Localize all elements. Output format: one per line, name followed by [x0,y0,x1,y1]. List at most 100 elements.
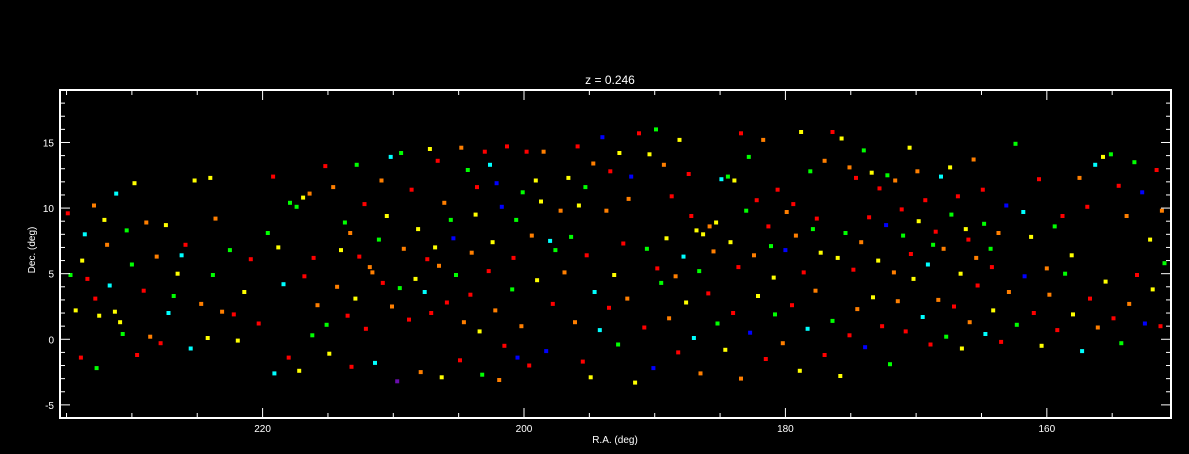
data-point [276,245,281,250]
data-point [1047,292,1052,297]
data-point [592,290,597,294]
data-point [519,324,524,329]
data-point [192,178,197,183]
data-point [494,181,499,186]
data-point [94,366,99,371]
y-tick-label: 15 [43,138,55,149]
data-point [952,304,956,309]
data-point [1080,349,1085,354]
data-point [847,333,852,338]
data-point [607,305,611,310]
data-point [808,169,813,174]
plot-frame [59,89,1172,419]
data-point [437,263,441,268]
data-point [533,178,538,183]
data-point [955,194,960,199]
data-point [539,199,543,204]
data-point [379,178,384,183]
data-point [65,211,70,216]
data-point [515,355,520,360]
data-point [949,212,954,217]
data-point [1135,273,1139,277]
data-point [966,237,971,242]
data-point [617,151,622,155]
data-point [573,320,577,325]
data-point [486,269,491,274]
data-point [931,242,936,247]
data-point [569,234,574,239]
data-point [566,175,571,180]
data-point [651,366,656,371]
data-point [1031,311,1036,315]
data-point [731,311,736,315]
data-point [349,364,354,369]
data-point [499,204,504,209]
data-point [399,151,404,155]
data-point [85,276,90,281]
data-point [199,301,204,306]
data-point [612,273,617,277]
data-point [413,276,418,281]
data-point [124,228,129,233]
data-point [514,217,519,222]
data-point [843,231,848,235]
data-point [877,186,882,191]
data-point [210,273,215,277]
data-point [227,248,232,253]
data-point [698,371,703,376]
data-point [1006,290,1011,294]
data-point [616,342,621,347]
data-point [988,246,993,251]
data-point [129,262,134,267]
data-point [728,240,733,245]
data-point [1159,208,1164,213]
data-point [801,270,806,275]
data-point [511,255,516,260]
data-point [1088,296,1092,301]
data-point [647,152,652,157]
data-point [971,157,976,162]
data-point [655,266,660,271]
data-point [746,154,751,159]
data-point [637,131,641,136]
data-point [867,215,872,220]
data-point [854,175,858,180]
data-point [923,198,928,203]
data-point [1037,177,1041,182]
data-point [958,271,963,276]
data-point [80,258,85,263]
data-point [920,315,925,319]
data-point [1071,312,1075,317]
data-point [791,202,796,207]
data-point [439,375,444,380]
data-point [686,172,691,176]
data-point [835,255,840,260]
data-point [576,203,581,208]
data-point [911,276,916,281]
y-axis-label: Dec. (deg) [27,227,38,274]
data-point [771,275,776,280]
data-point [944,334,949,339]
data-point [908,252,913,256]
data-point [286,355,291,360]
data-point [248,257,253,262]
chart-title: z = 0.246 [585,73,635,87]
data-point [1077,175,1082,180]
data-point [384,214,389,218]
data-point [1142,321,1147,326]
data-points [65,127,1167,385]
data-point [353,296,358,301]
data-point [175,271,180,276]
x-tick-label: 220 [254,424,271,435]
x-axis-label: R.A. (deg) [592,435,638,446]
data-point [761,137,766,142]
data-point [1119,341,1124,346]
data-point [676,350,681,355]
data-point [584,253,589,258]
data-point [397,286,402,291]
data-point [1029,234,1034,239]
data-point [97,313,102,318]
data-point [315,303,320,308]
data-point [901,233,906,238]
